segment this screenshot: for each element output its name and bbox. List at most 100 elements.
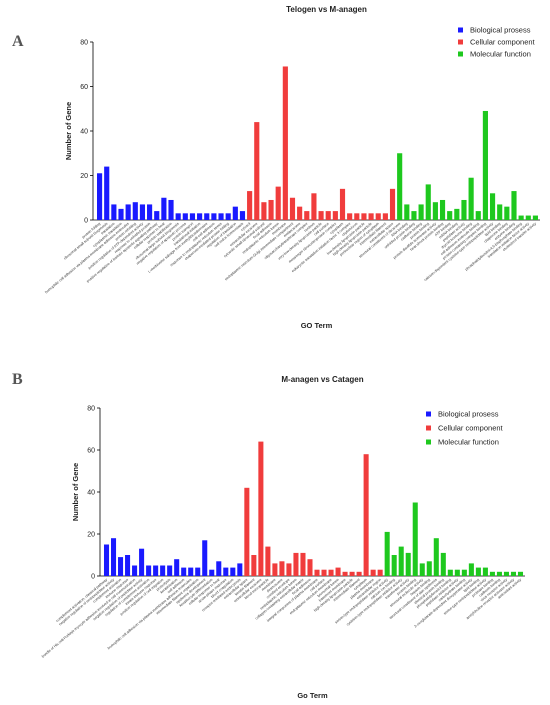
bar: [132, 565, 138, 576]
bar: [175, 213, 181, 220]
bar: [300, 552, 306, 576]
bar: [232, 206, 238, 220]
bar: [202, 540, 208, 576]
bar: [405, 552, 411, 576]
bar: [433, 538, 439, 576]
legend-label: Biological prosess: [470, 26, 531, 35]
x-axis-title: GO Term: [301, 321, 333, 330]
bar: [167, 565, 173, 576]
bar: [139, 204, 146, 220]
bar: [216, 561, 222, 576]
bar: [188, 567, 194, 576]
bar: [239, 211, 246, 220]
bar: [307, 559, 313, 576]
bar: [461, 199, 467, 220]
legend-swatch: [426, 411, 431, 417]
bar: [468, 177, 474, 220]
y-tick-label: 80: [80, 40, 88, 47]
bar: [118, 557, 124, 576]
bar: [447, 211, 453, 220]
y-tick-label: 60: [80, 84, 88, 91]
bar: [204, 213, 210, 220]
bar: [318, 211, 324, 220]
bar: [425, 184, 431, 220]
bar: [304, 211, 310, 220]
x-tick-label: bundle of His cell-Purkinje myocyte adhe…: [41, 578, 136, 659]
bar: [279, 561, 285, 576]
bar: [154, 211, 160, 220]
bar: [103, 544, 110, 576]
x-axis-title: Go Term: [297, 691, 328, 700]
bar: [293, 552, 299, 576]
bar: [517, 571, 524, 576]
bar: [391, 555, 397, 576]
bar: [411, 211, 417, 220]
legend-swatch: [458, 39, 463, 45]
bar: [297, 206, 303, 220]
bar: [482, 110, 488, 220]
bar: [225, 213, 231, 220]
bar: [482, 567, 488, 576]
bar: [110, 538, 117, 576]
panel-label: A: [12, 33, 24, 50]
bar: [125, 555, 131, 576]
bar: [282, 66, 288, 220]
bar: [244, 487, 250, 576]
bar: [104, 166, 110, 220]
legend-swatch: [426, 425, 431, 431]
bar: [286, 563, 292, 576]
bar: [497, 204, 503, 220]
bar: [510, 571, 517, 576]
bar: [111, 204, 117, 220]
x-tick-label: cytosol: [240, 222, 251, 232]
bar: [247, 191, 253, 220]
bar: [289, 197, 296, 220]
bar: [272, 563, 278, 576]
bar: [384, 531, 390, 576]
bar: [261, 202, 267, 220]
chart-title: Telogen vs M-anagen: [286, 5, 367, 14]
bar: [174, 559, 180, 576]
bar: [503, 571, 509, 576]
bar: [125, 204, 131, 220]
bar: [370, 569, 376, 576]
bar: [258, 441, 264, 576]
bar: [361, 213, 367, 220]
bar: [398, 546, 404, 576]
bar: [275, 186, 281, 220]
y-tick-label: 60: [87, 448, 95, 455]
y-tick-label: 40: [87, 490, 95, 497]
y-tick-label: 20: [87, 532, 95, 539]
legend-label: Molecular function: [470, 50, 531, 59]
bar: [230, 567, 236, 576]
bar: [432, 202, 438, 220]
bar: [97, 173, 103, 220]
bar: [349, 571, 355, 576]
y-tick-label: 80: [87, 406, 95, 413]
panel-label: B: [12, 371, 23, 388]
bar: [468, 563, 474, 576]
bar: [146, 565, 152, 576]
bar: [325, 211, 331, 220]
bar: [254, 122, 260, 220]
bar: [211, 213, 217, 220]
bar: [489, 571, 495, 576]
bar: [461, 569, 467, 576]
bar: [195, 567, 201, 576]
bar: [532, 215, 538, 220]
legend-label: Biological prosess: [438, 410, 499, 419]
bar: [218, 213, 224, 220]
bar: [454, 569, 460, 576]
y-tick-label: 0: [91, 574, 95, 581]
bar: [440, 552, 446, 576]
legend-swatch: [426, 439, 431, 445]
legend-swatch: [458, 51, 463, 57]
bar: [368, 213, 374, 220]
bar: [209, 569, 215, 576]
bar: [251, 555, 257, 576]
bar: [404, 204, 410, 220]
bar: [314, 569, 320, 576]
bar: [265, 546, 271, 576]
bar: [182, 213, 188, 220]
